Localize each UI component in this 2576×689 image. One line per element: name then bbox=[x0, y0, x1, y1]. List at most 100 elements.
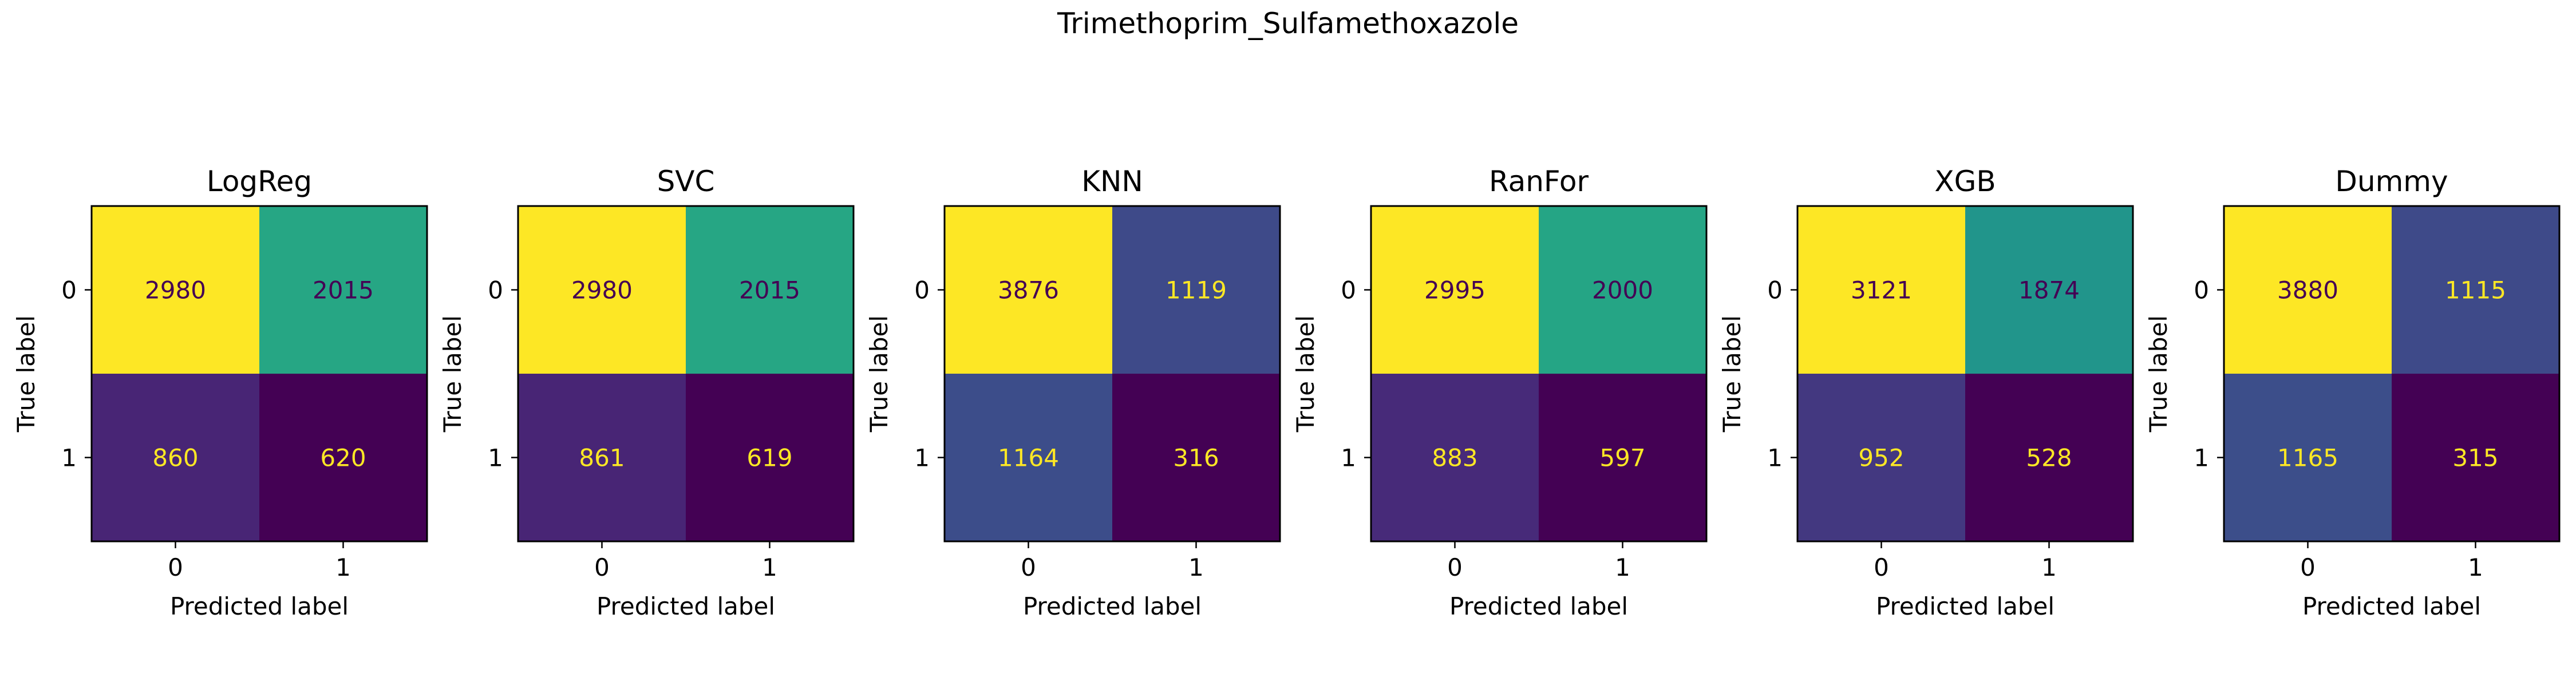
confusion-matrix-panel: KNN 3876 1119 1164 316 0 1 0 1 Predicted label Tru… bbox=[865, 165, 1281, 620]
heatmap-cell bbox=[945, 206, 1112, 374]
y-tick-label: 0 bbox=[2194, 276, 2209, 304]
heatmap-cell bbox=[1371, 374, 1539, 541]
cell-value-label: 1874 bbox=[2018, 276, 2080, 304]
cell-value-label: 3880 bbox=[2277, 276, 2338, 304]
x-axis-label: Predicted label bbox=[596, 592, 775, 620]
x-axis-label: Predicted label bbox=[1876, 592, 2055, 620]
heatmap-cell bbox=[1539, 374, 1706, 541]
axes-frame bbox=[90, 205, 428, 543]
axes-frame bbox=[517, 205, 855, 543]
y-tick-label: 0 bbox=[488, 276, 503, 304]
heatmap-cell bbox=[1797, 374, 1965, 541]
confusion-matrix-panel: RanFor 2995 2000 883 597 0 1 0 1 Predicted label T… bbox=[1291, 165, 1708, 620]
x-tick-label: 1 bbox=[2041, 553, 2057, 581]
cell-value-label: 2980 bbox=[571, 276, 633, 304]
heatmap-cell bbox=[1797, 206, 1965, 374]
y-tick-label: 1 bbox=[1767, 444, 1783, 472]
panel-title: SVC bbox=[657, 165, 715, 198]
y-tick-label: 0 bbox=[1767, 276, 1783, 304]
axes-frame bbox=[1796, 205, 2134, 543]
heatmap-cell bbox=[518, 206, 686, 374]
x-axis-label: Predicted label bbox=[1023, 592, 1202, 620]
heatmap-cell bbox=[2224, 374, 2392, 541]
x-axis-label: Predicted label bbox=[1449, 592, 1628, 620]
x-tick-label: 1 bbox=[335, 553, 351, 581]
panel-title: Dummy bbox=[2335, 165, 2448, 198]
cell-value-label: 883 bbox=[1432, 444, 1477, 472]
axes-frame bbox=[2223, 205, 2561, 543]
confusion-matrix-panel: Dummy 3880 1115 1165 315 0 1 0 1 Predicted label T… bbox=[2144, 165, 2561, 620]
cell-value-label: 2015 bbox=[739, 276, 800, 304]
y-axis-label: True label bbox=[1718, 315, 1746, 433]
confusion-matrix-panel: LogReg 2980 2015 860 620 0 1 0 1 Predicted label T… bbox=[12, 165, 428, 620]
panel-title: XGB bbox=[1934, 165, 1996, 198]
y-axis-label: True label bbox=[2144, 315, 2172, 433]
y-axis-label: True label bbox=[1291, 315, 1319, 433]
axes-frame bbox=[1370, 205, 1708, 543]
confusion-matrix-panel: XGB 3121 1874 952 528 0 1 0 1 Predicted label True… bbox=[1718, 165, 2134, 620]
cell-value-label: 2995 bbox=[1424, 276, 1485, 304]
heatmap-cell bbox=[1539, 206, 1706, 374]
panel-title: LogReg bbox=[207, 165, 312, 198]
x-tick-label: 0 bbox=[168, 553, 183, 581]
heatmap-cell bbox=[259, 374, 427, 541]
cell-value-label: 2980 bbox=[145, 276, 206, 304]
heatmap-cell bbox=[1965, 374, 2133, 541]
cell-value-label: 620 bbox=[320, 444, 366, 472]
heatmap-cell bbox=[2392, 206, 2559, 374]
cell-value-label: 952 bbox=[1858, 444, 1904, 472]
heatmap-cell bbox=[92, 206, 259, 374]
heatmap-cell bbox=[1112, 374, 1280, 541]
x-axis-label: Predicted label bbox=[2302, 592, 2481, 620]
y-tick-label: 1 bbox=[61, 444, 77, 472]
x-tick-label: 0 bbox=[1021, 553, 1036, 581]
cell-value-label: 316 bbox=[1173, 444, 1219, 472]
y-tick-label: 0 bbox=[61, 276, 77, 304]
cell-value-label: 860 bbox=[152, 444, 198, 472]
heatmap-cell bbox=[518, 374, 686, 541]
heatmap-cell bbox=[2224, 206, 2392, 374]
x-axis-label: Predicted label bbox=[170, 592, 349, 620]
cell-value-label: 1119 bbox=[1165, 276, 1227, 304]
x-tick-label: 1 bbox=[1188, 553, 1204, 581]
figure-suptitle: Trimethoprim_Sulfamethoxazole bbox=[1057, 7, 1519, 40]
cell-value-label: 1164 bbox=[998, 444, 1059, 472]
heatmap-cell bbox=[945, 374, 1112, 541]
cell-value-label: 1165 bbox=[2277, 444, 2338, 472]
cell-value-label: 2015 bbox=[313, 276, 374, 304]
y-tick-label: 1 bbox=[2194, 444, 2209, 472]
y-tick-label: 0 bbox=[1341, 276, 1356, 304]
heatmap-cell bbox=[686, 206, 854, 374]
cell-value-label: 597 bbox=[1599, 444, 1645, 472]
x-tick-label: 0 bbox=[594, 553, 610, 581]
heatmap-cell bbox=[1112, 206, 1280, 374]
y-axis-label: True label bbox=[865, 315, 893, 433]
panel-title: KNN bbox=[1081, 165, 1143, 198]
confusion-matrix-panel: SVC 2980 2015 861 619 0 1 0 1 Predicted label True… bbox=[438, 165, 855, 620]
cell-value-label: 2000 bbox=[1592, 276, 1653, 304]
panel-title: RanFor bbox=[1489, 165, 1589, 198]
cell-value-label: 619 bbox=[746, 444, 792, 472]
cell-value-label: 315 bbox=[2452, 444, 2498, 472]
heatmap-cell bbox=[1371, 206, 1539, 374]
x-tick-label: 0 bbox=[1447, 553, 1463, 581]
cell-value-label: 1115 bbox=[2445, 276, 2506, 304]
y-tick-label: 1 bbox=[1341, 444, 1356, 472]
y-axis-label: True label bbox=[12, 315, 40, 433]
y-axis-label: True label bbox=[438, 315, 467, 433]
x-tick-label: 1 bbox=[2468, 553, 2483, 581]
y-tick-label: 0 bbox=[914, 276, 930, 304]
x-tick-label: 0 bbox=[1874, 553, 1889, 581]
x-tick-label: 1 bbox=[762, 553, 777, 581]
heatmap-cell bbox=[92, 374, 259, 541]
cell-value-label: 3876 bbox=[998, 276, 1059, 304]
cell-value-label: 3121 bbox=[1851, 276, 1912, 304]
cell-value-label: 528 bbox=[2026, 444, 2072, 472]
heatmap-cell bbox=[686, 374, 854, 541]
heatmap-cell bbox=[2392, 374, 2559, 541]
x-tick-label: 1 bbox=[1615, 553, 1630, 581]
heatmap-cell bbox=[1965, 206, 2133, 374]
y-tick-label: 1 bbox=[914, 444, 930, 472]
